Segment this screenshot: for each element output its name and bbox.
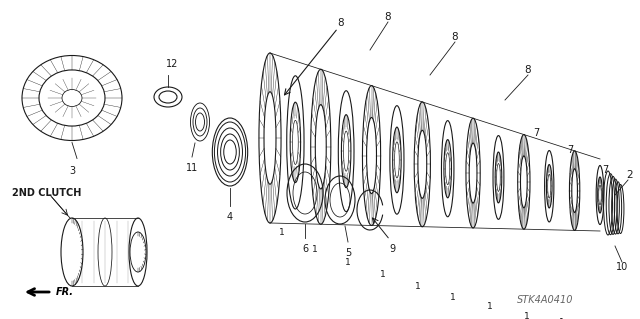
Text: 1: 1	[450, 293, 456, 302]
Text: 1: 1	[345, 258, 351, 267]
Text: 3: 3	[69, 166, 75, 175]
Text: 1: 1	[559, 318, 565, 319]
Text: 6: 6	[302, 244, 308, 254]
Text: 7: 7	[533, 128, 539, 138]
Text: 2: 2	[627, 170, 634, 180]
Text: 10: 10	[616, 262, 628, 272]
Text: 1: 1	[312, 245, 318, 254]
Text: 8: 8	[338, 18, 344, 28]
Text: 1: 1	[279, 228, 285, 237]
Text: 7: 7	[567, 145, 573, 155]
Text: FR.: FR.	[56, 287, 74, 297]
Text: 1: 1	[524, 312, 530, 319]
Text: 12: 12	[166, 59, 178, 69]
Text: 4: 4	[227, 212, 233, 222]
Text: 9: 9	[389, 244, 395, 254]
Text: 8: 8	[385, 12, 391, 22]
Text: 1: 1	[487, 302, 493, 311]
Text: STK4A0410: STK4A0410	[516, 295, 573, 305]
Text: 7: 7	[602, 165, 608, 175]
Text: 1: 1	[380, 270, 386, 279]
Text: 8: 8	[452, 32, 458, 42]
Text: 2ND CLUTCH: 2ND CLUTCH	[12, 188, 81, 198]
Text: 8: 8	[525, 65, 531, 75]
Text: 1: 1	[415, 282, 421, 291]
Text: 5: 5	[345, 248, 351, 258]
Text: 11: 11	[186, 163, 198, 173]
